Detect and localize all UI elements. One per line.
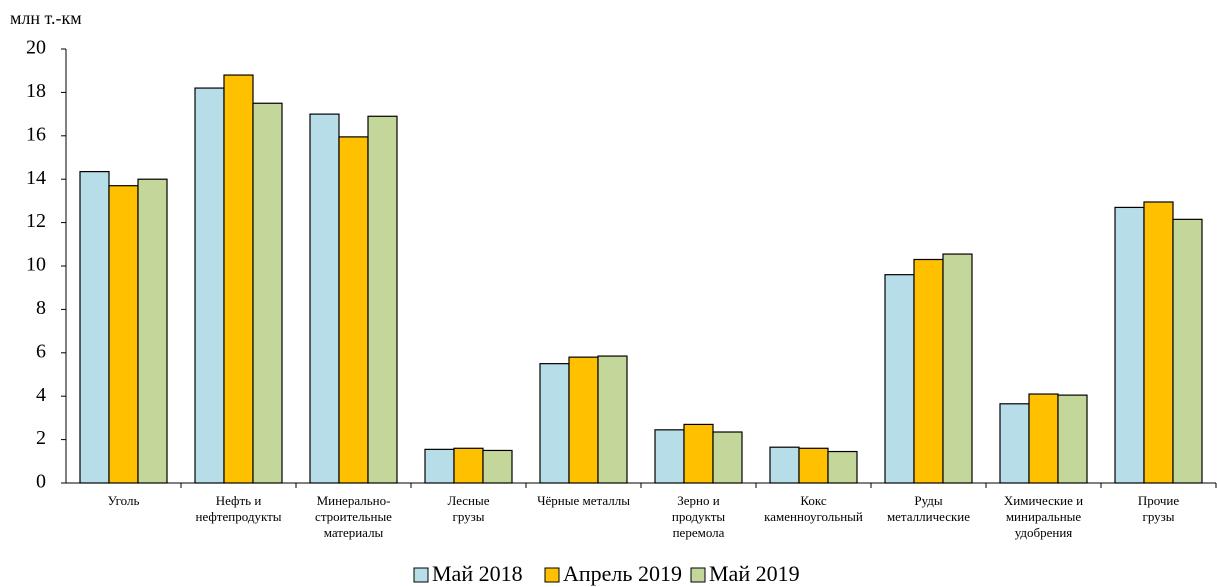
legend-swatch — [690, 567, 706, 583]
x-tick-label: Зерно и продукты перемола — [671, 493, 726, 540]
y-tick-label: 20 — [26, 37, 46, 59]
y-tick-label: 18 — [26, 80, 46, 102]
bar — [1143, 201, 1174, 484]
bar — [942, 253, 973, 484]
bar — [79, 171, 110, 484]
y-tick-label: 14 — [26, 167, 46, 189]
bar — [1172, 218, 1203, 484]
bar — [913, 258, 944, 484]
bar — [568, 356, 599, 484]
legend-label: Май 2019 — [709, 561, 800, 586]
legend-label: Апрель 2019 — [563, 561, 682, 586]
bar — [798, 447, 829, 484]
bar — [108, 185, 139, 484]
bar — [597, 355, 628, 484]
bar — [367, 115, 398, 484]
y-tick-label: 4 — [36, 384, 46, 406]
bar — [712, 431, 743, 484]
y-axis-label: млн т.-км — [10, 8, 82, 28]
x-tick-label: Прочие грузы — [1137, 493, 1180, 524]
bar — [999, 403, 1030, 484]
legend-swatch — [544, 567, 560, 583]
bar — [654, 429, 685, 484]
bar — [194, 87, 225, 484]
x-tick-label: Кокс каменноугольный — [764, 493, 863, 524]
bar — [223, 74, 254, 484]
x-tick-label: Минерально- строительные материалы — [315, 493, 392, 540]
bar — [539, 363, 570, 484]
y-tick-label: 10 — [26, 254, 46, 276]
bar — [1114, 206, 1145, 484]
bar — [252, 102, 283, 484]
bar — [1057, 394, 1088, 484]
bar — [769, 446, 800, 484]
y-tick-label: 2 — [36, 427, 46, 449]
y-tick-label: 8 — [36, 297, 46, 319]
y-tick-label: 6 — [36, 340, 46, 362]
x-tick-label: Руды металлические — [886, 493, 971, 524]
x-tick-label: Нефть и нефтепродукты — [195, 493, 282, 524]
bar — [424, 448, 455, 484]
legend-swatch — [413, 567, 429, 583]
y-tick-label: 0 — [36, 471, 46, 493]
x-tick-label: Чёрные металлы — [537, 493, 630, 508]
bar — [827, 450, 858, 484]
x-tick-label: Уголь — [107, 493, 140, 508]
bar — [884, 274, 915, 484]
y-tick-label: 16 — [26, 123, 46, 145]
x-tick-label: Химические и миниральные удобрения — [1003, 493, 1084, 540]
y-tick-label: 12 — [26, 210, 46, 232]
bar — [338, 136, 369, 484]
bar — [453, 447, 484, 484]
x-tick-label: Лесные грузы — [447, 493, 490, 524]
bar — [137, 178, 168, 484]
bar — [309, 113, 340, 484]
bar — [683, 423, 714, 484]
bar — [1028, 393, 1059, 484]
bar — [482, 449, 513, 484]
legend-label: Май 2018 — [432, 561, 523, 586]
